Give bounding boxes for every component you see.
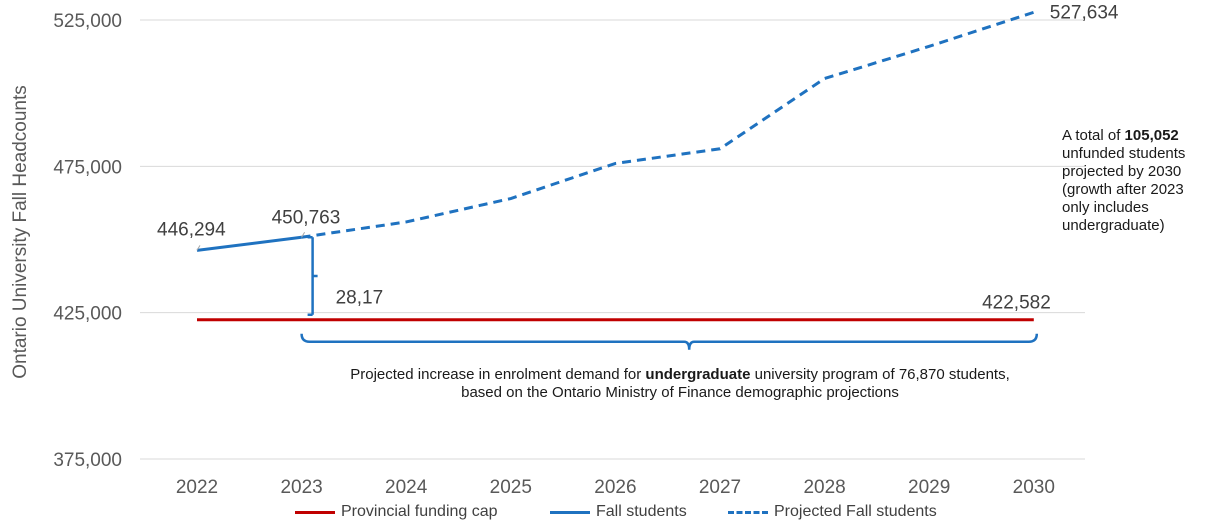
legend-swatch-blue-dashed (728, 510, 768, 514)
legend-swatch-red (295, 510, 335, 514)
data-label-2022: 446,294 (157, 219, 226, 240)
legend-label: Fall students (596, 503, 687, 520)
legend-label: Provincial funding cap (341, 503, 498, 520)
y-axis-ticks: 375,000 425,000 475,000 525,000 (53, 11, 122, 471)
x-tick-label: 2026 (594, 477, 636, 498)
series-lines (196, 10, 1035, 322)
unfunded-note-rest: unfunded students projected by 2030 (gro… (1062, 145, 1186, 234)
data-label-2030: 527,634 (1050, 2, 1119, 23)
unfunded-note-prefix: A total of (1062, 127, 1125, 144)
y-axis-label: Ontario University Fall Headcounts (10, 85, 31, 379)
legend-item-projected: Projected Fall students (728, 503, 937, 521)
brackets (300, 236, 1039, 350)
gap-bracket (307, 236, 318, 316)
demand-note-prefix: Projected increase in enrolment demand f… (350, 366, 646, 383)
y-tick-label: 375,000 (53, 450, 122, 471)
series-line (301, 10, 1035, 239)
x-tick-label: 2022 (176, 477, 218, 498)
data-label-2023: 450,763 (272, 207, 341, 228)
data-label-gap: 28,17 (336, 288, 384, 309)
legend: Provincial funding cap Fall students Pro… (0, 503, 1208, 527)
x-tick-label: 2030 (1013, 477, 1055, 498)
legend-item-funding-cap: Provincial funding cap (295, 503, 498, 521)
x-tick-label: 2023 (280, 477, 322, 498)
data-labels: 446,294 450,763 527,634 422,582 28,17 (157, 2, 1119, 313)
series-line (196, 235, 302, 252)
x-tick-label: 2029 (908, 477, 950, 498)
unfunded-note: A total of 105,052 unfunded students proj… (1062, 127, 1207, 235)
y-tick-label: 475,000 (53, 157, 122, 178)
x-tick-label: 2028 (803, 477, 845, 498)
gridlines (140, 19, 1085, 460)
label-leader (196, 245, 201, 251)
y-tick-label: 425,000 (53, 304, 122, 325)
demand-note-rest: university program of 76,870 students, b… (461, 366, 1010, 401)
y-tick-label: 525,000 (53, 11, 122, 32)
label-leader (301, 232, 306, 238)
demand-note-bold: undergraduate (645, 366, 751, 383)
x-axis-ticks: 2022 2023 2024 2025 2026 2027 2028 2029 2030 (176, 477, 1055, 498)
x-tick-label: 2024 (385, 477, 428, 498)
legend-label: Projected Fall students (774, 503, 937, 520)
unfunded-total: 105,052 (1124, 127, 1179, 144)
data-label-cap: 422,582 (982, 293, 1051, 314)
demand-note: Projected increase in enrolment demand f… (340, 366, 1020, 402)
legend-item-fall-students: Fall students (550, 503, 687, 521)
x-tick-label: 2025 (490, 477, 532, 498)
x-tick-label: 2027 (699, 477, 741, 498)
legend-swatch-blue (550, 510, 590, 514)
demand-brace (300, 333, 1039, 350)
